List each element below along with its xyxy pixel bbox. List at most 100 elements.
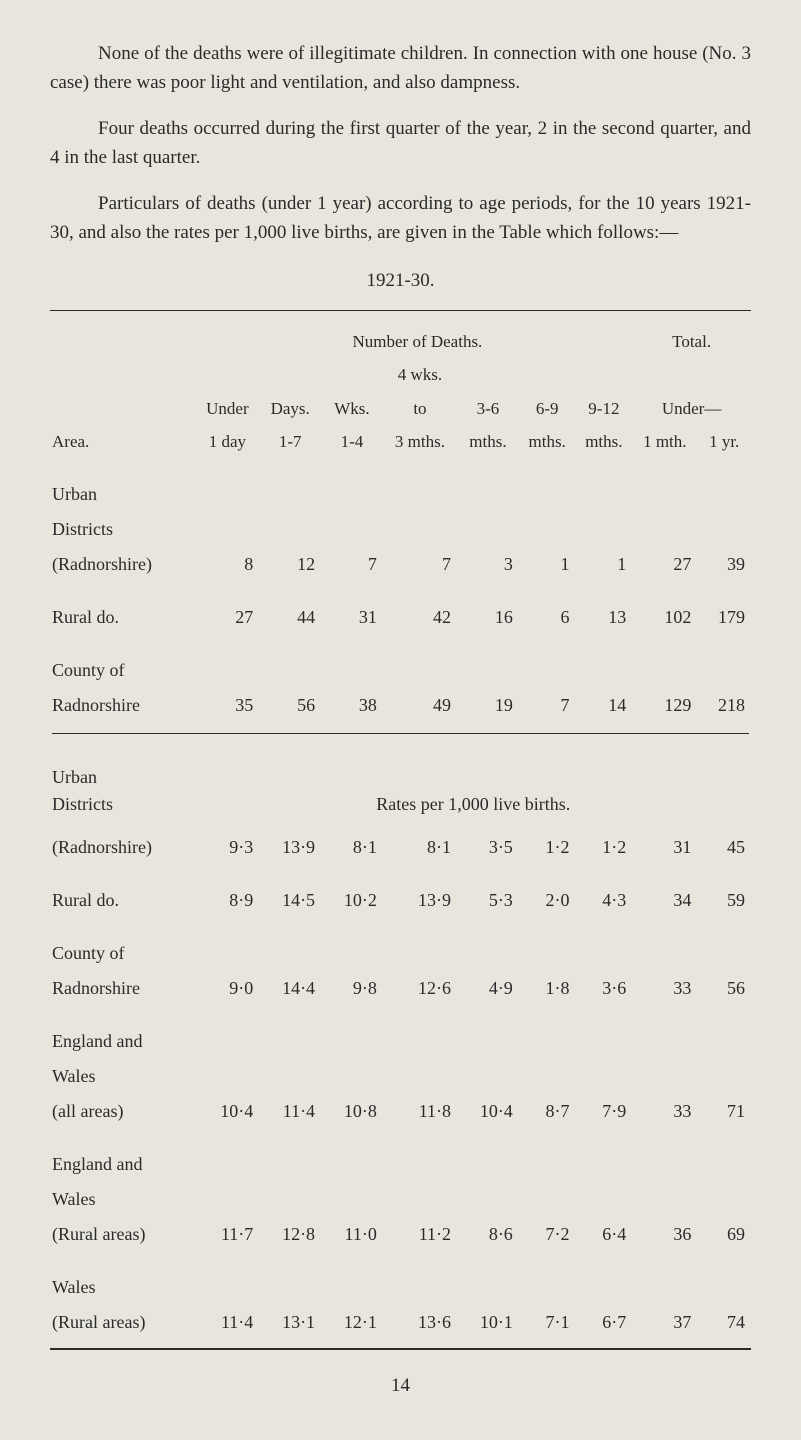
row-label: Wales [50, 1059, 195, 1094]
table-row: Wales [50, 1270, 751, 1305]
cell: 10·8 [321, 1094, 383, 1129]
table-row: Rural do. 8·9 14·5 10·2 13·9 5·3 2·0 4·3… [50, 883, 751, 918]
cell: 74 [697, 1305, 751, 1340]
cell: 31 [632, 830, 697, 865]
cell: 4·9 [457, 971, 519, 1006]
cell: 8·1 [321, 830, 383, 865]
row-label: Radnorshire [50, 971, 195, 1006]
cell: 44 [259, 600, 321, 635]
cell: 9·0 [195, 971, 259, 1006]
cell: 14 [576, 688, 633, 723]
cell: 56 [697, 971, 751, 1006]
cell: 9·8 [321, 971, 383, 1006]
cell: 8·7 [519, 1094, 576, 1129]
cell: 102 [632, 600, 697, 635]
cell: 1 [576, 547, 633, 582]
cell: 35 [195, 688, 259, 723]
col-area: Area. [50, 425, 195, 459]
divider-mid [52, 733, 749, 734]
cell: 7 [519, 688, 576, 723]
table-row: Urban [50, 477, 751, 512]
divider-bottom [50, 1348, 751, 1350]
cell: 4·3 [576, 883, 633, 918]
cell: 8·1 [383, 830, 457, 865]
cell: 1·2 [576, 830, 633, 865]
row-label: England and [50, 1147, 195, 1182]
cell: 7 [321, 547, 383, 582]
row-label: County of [50, 936, 195, 971]
cell: 16 [457, 600, 519, 635]
cell: 5·3 [457, 883, 519, 918]
cell: 36 [632, 1217, 697, 1252]
cell: 179 [697, 600, 751, 635]
col-912-a: 9-12 [576, 392, 633, 426]
cell: 33 [632, 971, 697, 1006]
cell: 7 [383, 547, 457, 582]
table-row: Wales [50, 1182, 751, 1217]
table-row: Rural do. 27 44 31 42 16 6 13 102 179 [50, 600, 751, 635]
cell: 11·2 [383, 1217, 457, 1252]
table-row: (Rural areas) 11·7 12·8 11·0 11·2 8·6 7·… [50, 1217, 751, 1252]
table-row: England and [50, 1147, 751, 1182]
cell: 6·7 [576, 1305, 633, 1340]
cell: 49 [383, 688, 457, 723]
col-4wks-b: to [383, 392, 457, 426]
header-row-2: 4 wks. [50, 358, 751, 392]
cell: 11·7 [195, 1217, 259, 1252]
cell: 56 [259, 688, 321, 723]
data-table: Number of Deaths. Total. 4 wks. Under Da… [50, 325, 751, 1340]
cell: 10·2 [321, 883, 383, 918]
cell: 9·3 [195, 830, 259, 865]
table-row: Radnorshire 35 56 38 49 19 7 14 129 218 [50, 688, 751, 723]
row-label: (all areas) [50, 1094, 195, 1129]
cell: 19 [457, 688, 519, 723]
cell: 6 [519, 600, 576, 635]
cell: 45 [697, 830, 751, 865]
cell: 129 [632, 688, 697, 723]
cell: 11·4 [259, 1094, 321, 1129]
cell: 1 [519, 547, 576, 582]
header-row-3: Under Days. Wks. to 3-6 6-9 9-12 Under— [50, 392, 751, 426]
cell: 10·4 [195, 1094, 259, 1129]
row-label: County of [50, 653, 195, 688]
table-row: (Radnorshire) 8 12 7 7 3 1 1 27 39 [50, 547, 751, 582]
col-wks-b: 1-4 [321, 425, 383, 459]
cell: 2·0 [519, 883, 576, 918]
row-label: (Rural areas) [50, 1217, 195, 1252]
cell: 12·1 [321, 1305, 383, 1340]
cell: 7·1 [519, 1305, 576, 1340]
paragraph-3: Particulars of deaths (under 1 year) acc… [50, 190, 751, 247]
header-number-of-deaths: Number of Deaths. [259, 325, 575, 359]
cell: 11·8 [383, 1094, 457, 1129]
cell: 12·6 [383, 971, 457, 1006]
cell: 42 [383, 600, 457, 635]
table-row: (Rural areas) 11·4 13·1 12·1 13·6 10·1 7… [50, 1305, 751, 1340]
cell: 69 [697, 1217, 751, 1252]
paragraph-1: None of the deaths were of illegitimate … [50, 40, 751, 97]
table-row: County of [50, 936, 751, 971]
cell: 12·8 [259, 1217, 321, 1252]
col-912-b: mths. [576, 425, 633, 459]
cell: 11·0 [321, 1217, 383, 1252]
rates-area-b: Districts [52, 794, 113, 814]
row-label: Urban [50, 477, 195, 512]
table-row: Radnorshire 9·0 14·4 9·8 12·6 4·9 1·8 3·… [50, 971, 751, 1006]
table-row: County of [50, 653, 751, 688]
row-label: Wales [50, 1270, 195, 1305]
cell: 218 [697, 688, 751, 723]
cell: 7·2 [519, 1217, 576, 1252]
cell: 3·6 [576, 971, 633, 1006]
col-4wks-c: 3 mths. [383, 425, 457, 459]
table-row: (Radnorshire) 9·3 13·9 8·1 8·1 3·5 1·2 1… [50, 830, 751, 865]
col-36-b: mths. [457, 425, 519, 459]
col-69-a: 6-9 [519, 392, 576, 426]
cell: 39 [697, 547, 751, 582]
cell: 34 [632, 883, 697, 918]
cell: 13·9 [383, 883, 457, 918]
row-label: Districts [50, 512, 195, 547]
col-1yr: 1 yr. [697, 425, 751, 459]
divider-top [50, 310, 751, 311]
col-69-b: mths. [519, 425, 576, 459]
row-label: Radnorshire [50, 688, 195, 723]
table-period-title: 1921-30. [50, 267, 751, 296]
